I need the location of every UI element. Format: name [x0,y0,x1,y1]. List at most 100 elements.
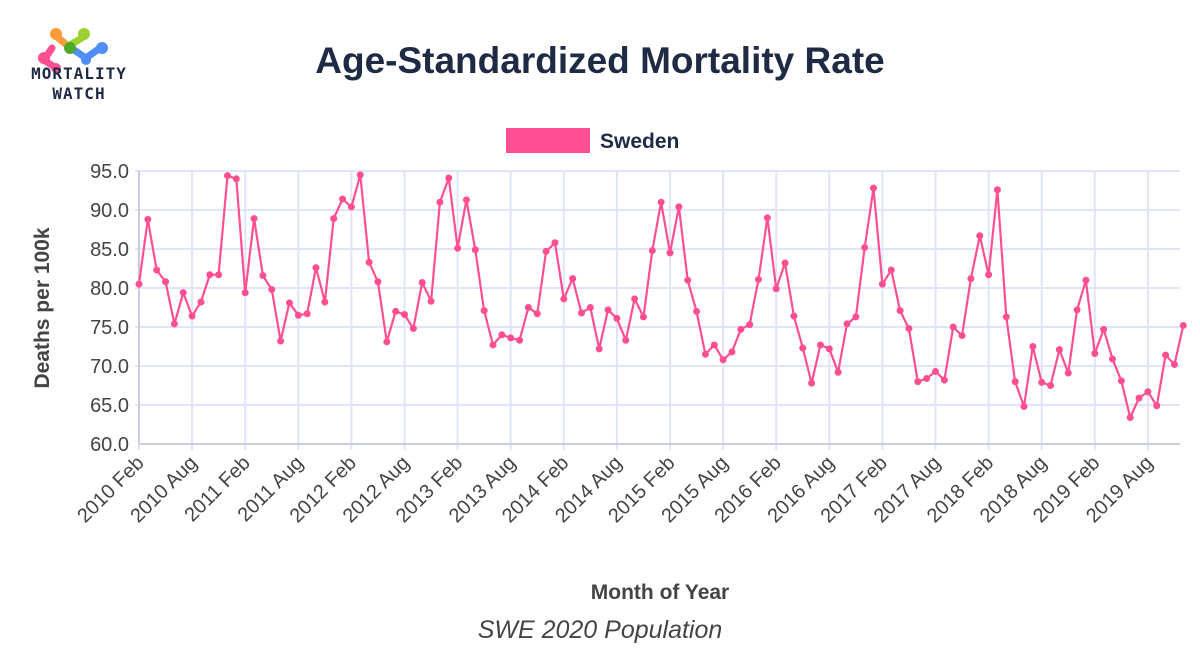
y-tick-label: 60.0 [90,434,129,456]
data-point [923,374,931,382]
legend-swatch-sweden [506,128,590,153]
data-point [675,203,683,211]
data-point [321,298,329,306]
data-point [1126,413,1134,421]
data-point [631,295,639,303]
data-point [1162,351,1170,359]
data-point [728,348,736,356]
data-point [542,247,550,255]
data-point [1144,388,1152,396]
data-point [162,278,170,286]
data-point [1135,394,1143,402]
data-point [852,313,860,321]
data-point [1100,325,1108,333]
data-point [604,306,612,314]
data-point [241,289,249,297]
data-point [312,264,320,272]
data-point [1055,346,1063,354]
data-point [1179,321,1187,329]
data-point [409,325,417,333]
chart-title: Age-Standardized Mortality Rate [315,40,885,81]
data-point [197,298,205,306]
y-tick-label: 65.0 [90,395,129,417]
data-point [657,198,665,206]
data-point [622,336,630,344]
data-point [1117,377,1125,385]
data-point [569,275,577,283]
data-point [215,271,223,279]
data-point [144,215,152,223]
data-point [595,345,603,353]
data-point [427,297,435,305]
data-point [1153,402,1161,410]
y-axis-label: Deaths per 100k [31,227,54,388]
data-point [374,278,382,286]
data-point [516,336,524,344]
data-point [896,307,904,315]
data-point [887,266,895,274]
y-tick-label: 75.0 [90,317,129,339]
data-point [179,289,187,297]
data-point [365,258,373,266]
data-point [471,246,479,254]
data-point [816,341,824,349]
data-point [277,337,285,345]
y-tick-label: 70.0 [90,356,129,378]
data-point [170,320,178,328]
grid [135,170,1180,450]
data-point [861,243,869,251]
data-point [418,279,426,287]
data-point [250,215,258,223]
data-point [808,379,816,387]
y-tick-label: 95.0 [90,161,129,183]
legend[interactable]: Sweden [506,128,679,153]
data-point [870,184,878,192]
data-point [914,378,922,386]
data-point [1073,306,1081,314]
data-point [613,314,621,322]
data-point [940,376,948,384]
x-axis-label: Month of Year [591,581,729,604]
data-point [790,312,798,320]
data-point [285,299,293,307]
data-point [578,309,585,317]
y-tick-label: 90.0 [90,200,129,222]
data-point [746,321,754,329]
data-point [666,249,674,257]
data-point [1091,350,1099,358]
mortality-watch-logo [38,28,108,73]
data-point [772,285,780,293]
data-point [480,307,488,315]
data-point [1002,313,1010,321]
data-point [339,195,347,203]
data-point [533,310,541,318]
data-point [454,244,462,252]
data-point [445,174,453,182]
data-point [737,325,745,333]
data-point [1047,382,1055,389]
data-point [693,307,701,315]
data-point [763,214,771,222]
y-tick-label: 80.0 [90,278,129,300]
data-point [462,196,470,204]
data-point [294,311,302,319]
data-point [834,368,842,376]
logo-text: MORTALITY WATCH [14,64,144,104]
data-point [985,271,993,279]
legend-label-sweden: Sweden [600,130,679,153]
data-point [551,239,559,247]
data-point [188,312,196,320]
data-point [232,175,240,183]
data-point [259,272,267,280]
data-point [392,307,400,315]
data-point [436,198,444,206]
data-point [1064,369,1072,377]
data-point [560,295,568,303]
data-point [684,276,692,284]
data-point [878,280,886,288]
data-point [1011,378,1019,386]
data-point [1082,276,1090,284]
data-point [825,345,833,353]
data-point [905,325,913,333]
